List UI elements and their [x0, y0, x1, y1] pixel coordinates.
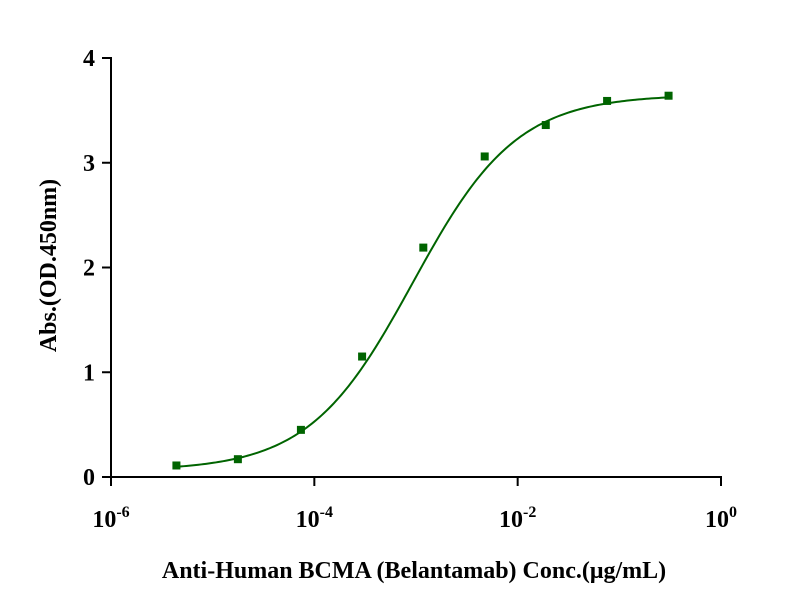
x-tick-base: 10 [92, 507, 116, 533]
x-tick-label: 10-2 [499, 504, 536, 533]
data-point [480, 152, 489, 161]
x-tick-label: 10-4 [296, 504, 333, 533]
axes [110, 57, 722, 478]
data-point [172, 461, 181, 470]
data-point [603, 96, 612, 105]
y-tick-label: 2 [83, 256, 95, 282]
x-tick-base: 10 [499, 507, 523, 533]
y-tick-label: 1 [83, 360, 95, 386]
y-tick-label: 0 [83, 465, 95, 491]
x-ticks: 10-6 10-4 10-2 100 [92, 477, 737, 533]
y-ticks: 0 1 2 3 4 [83, 46, 111, 491]
x-tick-exponent: -4 [320, 504, 333, 521]
data-point [541, 121, 550, 130]
x-tick-base: 10 [296, 507, 320, 533]
y-tick-label: 3 [83, 151, 95, 177]
y-tick-label: 4 [83, 46, 95, 72]
data-point [358, 352, 367, 361]
data-point [296, 425, 305, 434]
x-axis-title: Anti-Human BCMA (Belantamab) Conc.(μg/mL… [162, 558, 666, 584]
x-tick-base: 10 [705, 507, 729, 533]
y-axis-title: Abs.(OD.450nm) [36, 179, 62, 352]
x-tick-exponent: -2 [523, 504, 536, 521]
x-tick-exponent: -6 [116, 504, 129, 521]
data-point [233, 455, 242, 464]
data-point [419, 243, 428, 252]
x-tick-label: 100 [705, 504, 737, 533]
fit-curve [176, 96, 669, 468]
x-tick-exponent: 0 [729, 504, 737, 521]
x-tick-label: 10-6 [92, 504, 129, 533]
data-points [172, 91, 673, 470]
data-point [664, 91, 673, 100]
